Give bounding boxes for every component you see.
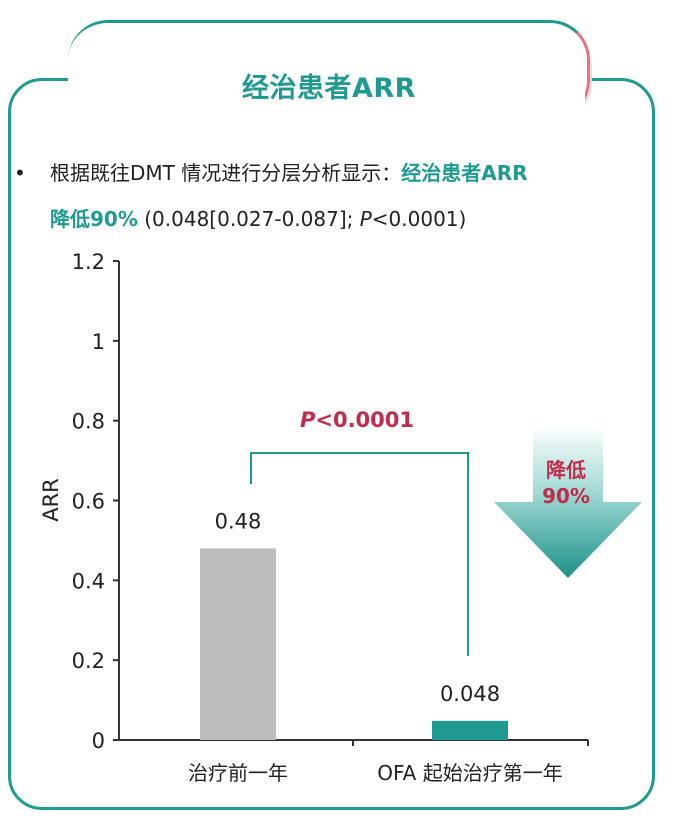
header-tab-fill	[71, 76, 585, 124]
y-tick-label: 0.6	[72, 490, 105, 514]
x-category-label: 治疗前一年	[188, 761, 288, 785]
header-title: 经治患者ARR	[242, 73, 416, 104]
y-tick-label: 0.8	[72, 410, 105, 434]
y-tick-label: 0.2	[72, 649, 105, 673]
summary-highlight-2: 降低90%	[50, 207, 138, 231]
summary-line-1: • 根据既往DMT 情况进行分层分析显示：经治患者ARR	[12, 150, 657, 196]
y-axis-label: ARR	[39, 478, 63, 522]
x-category-label: OFA 起始治疗第一年	[377, 761, 562, 785]
summary-highlight-1: 经治患者ARR	[401, 161, 528, 185]
y-tick-label: 0.4	[72, 569, 105, 593]
significance-bracket	[250, 452, 469, 656]
bar	[432, 720, 508, 740]
y-tick-label: 1.2	[72, 250, 105, 274]
summary-ci: (0.048[0.027-0.087];	[137, 207, 360, 231]
summary-text: • 根据既往DMT 情况进行分层分析显示：经治患者ARR 降低90% (0.048…	[12, 150, 657, 242]
summary-prefix: 根据既往DMT 情况进行分层分析显示：	[50, 161, 402, 185]
reduction-arrow-icon	[494, 425, 642, 578]
summary-p-symbol: P	[359, 207, 372, 231]
p-value-label: P<0.0001	[300, 408, 414, 432]
reduction-label: 降低	[546, 458, 586, 482]
bullet-icon: •	[14, 161, 26, 185]
bar-value-label: 0.48	[215, 509, 262, 533]
y-tick-label: 0	[92, 729, 105, 753]
reduction-value: 90%	[542, 484, 590, 508]
y-tick-label: 1	[92, 330, 105, 354]
summary-p-value: <0.0001)	[371, 207, 467, 231]
bar	[200, 548, 276, 740]
bar-value-label: 0.048	[440, 682, 500, 706]
p-value-symbol: P	[300, 408, 316, 432]
summary-line-2: 降低90% (0.048[0.027-0.087]; P<0.0001)	[12, 196, 657, 242]
p-value-number: <0.0001	[315, 408, 414, 432]
